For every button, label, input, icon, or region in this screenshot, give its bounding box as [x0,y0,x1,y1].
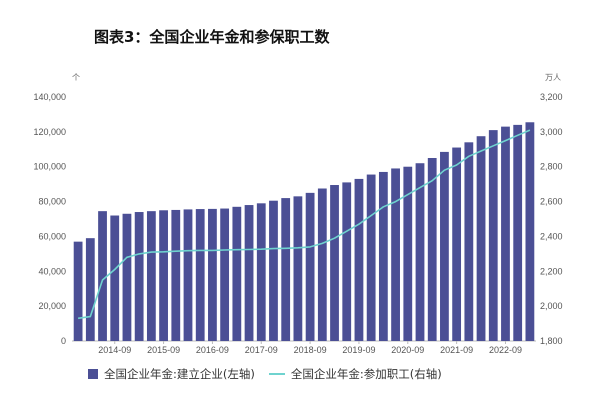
bar-enterprises [122,213,132,341]
bar-enterprises [98,211,107,341]
x-axis-tick-label: 2019-09 [342,345,375,355]
bar-enterprises [427,158,437,341]
line-employees [77,129,531,320]
bar-enterprises [378,171,388,341]
bar-enterprises [244,205,254,341]
right-axis-tick-label: 2,000 [540,301,563,311]
bar-enterprises [134,212,144,341]
bar-enterprises [85,238,95,341]
axes-layer: 0 20,000 40,000 60,000 80,000 100,000 120,000 1… [33,73,562,355]
left-axis-tick-label: 140,000 [33,92,66,102]
bar-enterprises [171,209,181,341]
bar-enterprises [415,163,425,341]
bar-enterprises [195,209,205,341]
legend-swatch-line [268,373,285,375]
bar-enterprises [464,142,474,341]
line-layer [77,129,531,320]
bar-enterprises [391,168,400,341]
bar-enterprises [208,208,217,341]
legend-item-enterprises: 全国企业年金:建立企业(左轴) [88,366,255,382]
right-axis-tick-label: 3,000 [540,127,563,137]
bar-enterprises [269,200,278,341]
bar-enterprises [452,147,462,341]
bar-enterprises [501,126,510,341]
legend: 全国企业年金:建立企业(左轴) 全国企业年金:参加职工(右轴) [88,366,442,382]
bar-enterprises [354,178,364,341]
bar-enterprises [525,122,535,342]
bar-enterprises [220,208,230,341]
x-axis-tick-label: 2014-09 [98,345,131,355]
left-axis-tick-label: 20,000 [38,301,66,311]
left-axis-tick-label: 80,000 [38,197,66,207]
right-axis-tick-label: 2,200 [540,266,563,276]
left-axis-tick-label: 60,000 [38,231,66,241]
bar-enterprises [110,215,120,341]
bar-enterprises [305,192,315,341]
bar-enterprises [159,210,168,341]
bar-enterprises [513,124,523,341]
chart-title: 图表3：全国企业年金和参保职工数 [94,28,330,46]
bars-layer [73,122,535,342]
bar-enterprises [476,136,486,341]
bar-enterprises [440,151,449,341]
bar-enterprises [317,188,327,341]
bar-enterprises [256,203,266,341]
x-axis-tick-label: 2021-09 [440,345,473,355]
left-axis-tick-label: 0 [61,336,66,346]
bar-enterprises [488,130,498,341]
legend-label-employees: 全国企业年金:参加职工(右轴) [290,367,442,381]
bar-enterprises [146,211,156,341]
x-axis-tick-label: 2020-09 [391,345,424,355]
x-axis-tick-label: 2017-09 [245,345,278,355]
bar-enterprises [293,196,303,341]
left-axis-tick-label: 100,000 [33,162,66,172]
left-axis-unit: 个 [72,73,80,82]
right-axis-tick-label: 3,200 [540,92,563,102]
legend-item-employees: 全国企业年金:参加职工(右轴) [268,366,442,382]
left-axis-tick-label: 120,000 [33,127,66,137]
x-axis-tick-label: 2015-09 [147,345,180,355]
bar-enterprises [232,206,242,341]
bar-enterprises [330,185,339,341]
x-axis-tick-label: 2022-09 [489,345,522,355]
legend-label-enterprises: 全国企业年金:建立企业(左轴) [104,367,255,381]
right-axis-tick-label: 2,400 [540,231,563,241]
right-axis-tick-label: 2,800 [540,162,563,172]
bar-enterprises [403,166,413,341]
bar-enterprises [73,241,83,341]
bar-enterprises [281,198,291,341]
right-axis-tick-label: 1,800 [540,336,563,346]
left-axis-tick-label: 40,000 [38,266,66,276]
legend-swatch-bar [88,369,98,379]
right-axis-tick-label: 2,600 [540,197,563,207]
x-axis-tick-label: 2016-09 [196,345,229,355]
bar-enterprises [342,182,352,341]
bar-enterprises [183,209,193,341]
bar-enterprises [366,174,376,341]
right-axis-unit: 万人 [545,73,561,82]
x-axis-tick-label: 2018-09 [294,345,327,355]
